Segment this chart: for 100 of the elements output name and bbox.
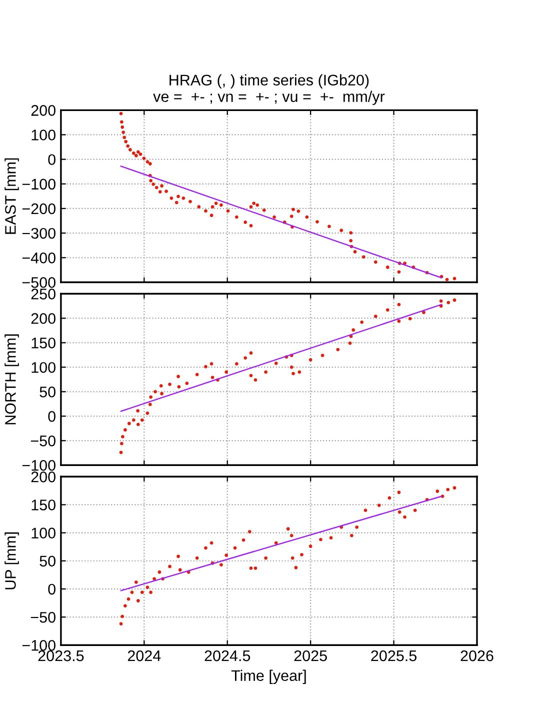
- point: [149, 395, 153, 399]
- y-tick-label: 250: [31, 288, 56, 300]
- y-axis-title: UP [mm]: [4, 532, 19, 590]
- y-tick-label: 200: [31, 313, 56, 324]
- y-tick-label: 0: [48, 154, 56, 166]
- point: [413, 508, 417, 512]
- point: [120, 442, 124, 446]
- x-tick-label: 2025: [294, 650, 327, 662]
- chart-title: HRAG (, ) time series (IGb20): [170, 74, 369, 89]
- point: [234, 362, 238, 366]
- point: [298, 370, 302, 374]
- y-tick-label: 0: [48, 584, 56, 595]
- y-tick-label: 100: [32, 130, 56, 140]
- y-tick-label: 100: [32, 528, 56, 538]
- y-tick-label: 0: [48, 411, 56, 422]
- x-tick-label: 2024: [128, 650, 161, 662]
- point: [195, 556, 199, 560]
- x-tick-label: 2024.5: [204, 650, 250, 662]
- y-tick-label: −100: [22, 460, 56, 471]
- y-tick-label: 200: [31, 472, 56, 482]
- point: [177, 385, 181, 388]
- point: [336, 348, 340, 352]
- point: [264, 370, 268, 374]
- point: [224, 554, 228, 557]
- y-tick-label: −300: [22, 228, 56, 239]
- point: [158, 570, 162, 574]
- y-tick-label: 100: [32, 362, 56, 373]
- point: [148, 402, 152, 406]
- point: [290, 534, 294, 538]
- point: [286, 527, 290, 531]
- y-tick-label: −400: [22, 252, 56, 264]
- point: [204, 546, 208, 550]
- y-tick-label: −50: [30, 612, 56, 623]
- x-axis-title: Time [year]: [231, 670, 306, 684]
- point: [446, 300, 450, 304]
- x-tick-label: 2026: [460, 650, 494, 662]
- y-tick-label: 50: [40, 556, 56, 567]
- point: [176, 374, 180, 378]
- point: [168, 382, 172, 386]
- point: [123, 428, 127, 432]
- point: [446, 488, 450, 492]
- y-axis-title: NORTH [mm]: [4, 334, 19, 424]
- point: [136, 409, 140, 412]
- point: [294, 566, 298, 570]
- point: [290, 556, 294, 560]
- point: [210, 541, 214, 545]
- point: [248, 530, 252, 534]
- point: [397, 490, 401, 494]
- chart-subtitle: ve = +- ; vn = +- ; vu = +- mm/yr: [153, 90, 385, 105]
- point: [274, 362, 278, 365]
- y-tick-label: −500: [22, 277, 56, 288]
- point: [403, 515, 406, 519]
- point: [195, 372, 199, 376]
- point: [224, 370, 228, 374]
- point: [350, 534, 354, 538]
- point: [159, 384, 163, 388]
- point: [140, 590, 144, 594]
- point: [300, 553, 304, 556]
- point: [149, 590, 153, 594]
- point: [136, 599, 140, 602]
- point: [452, 298, 456, 302]
- point: [136, 422, 140, 426]
- point: [348, 342, 352, 345]
- point: [127, 422, 131, 426]
- point: [152, 577, 156, 581]
- point: [244, 356, 248, 360]
- point: [146, 412, 150, 415]
- point: [439, 299, 443, 303]
- y-tick-label: 50: [40, 386, 56, 398]
- point: [452, 486, 456, 490]
- point: [176, 554, 180, 558]
- point: [364, 508, 368, 512]
- y-tick-label: −50: [30, 436, 56, 446]
- point: [160, 392, 164, 396]
- point: [120, 614, 124, 618]
- point: [134, 580, 138, 584]
- point: [264, 556, 268, 560]
- point: [436, 490, 440, 493]
- point: [146, 586, 150, 589]
- point: [377, 504, 381, 507]
- y-tick-label: −100: [22, 640, 56, 651]
- point: [386, 308, 390, 312]
- point: [154, 390, 157, 394]
- y-tick-label: −100: [22, 178, 56, 190]
- point: [123, 604, 127, 608]
- y-tick-label: 150: [32, 500, 56, 510]
- point: [130, 590, 134, 594]
- point: [319, 538, 322, 542]
- x-tick-label: 2025.5: [371, 650, 417, 662]
- point: [374, 314, 378, 318]
- point: [185, 382, 189, 386]
- point: [398, 510, 402, 514]
- point: [254, 566, 258, 570]
- point: [308, 358, 312, 362]
- point: [140, 418, 144, 422]
- point: [360, 320, 364, 324]
- point: [320, 354, 324, 358]
- x-tick-label: 2023.5: [38, 650, 84, 662]
- point: [220, 563, 223, 567]
- y-tick-label: 150: [32, 338, 56, 348]
